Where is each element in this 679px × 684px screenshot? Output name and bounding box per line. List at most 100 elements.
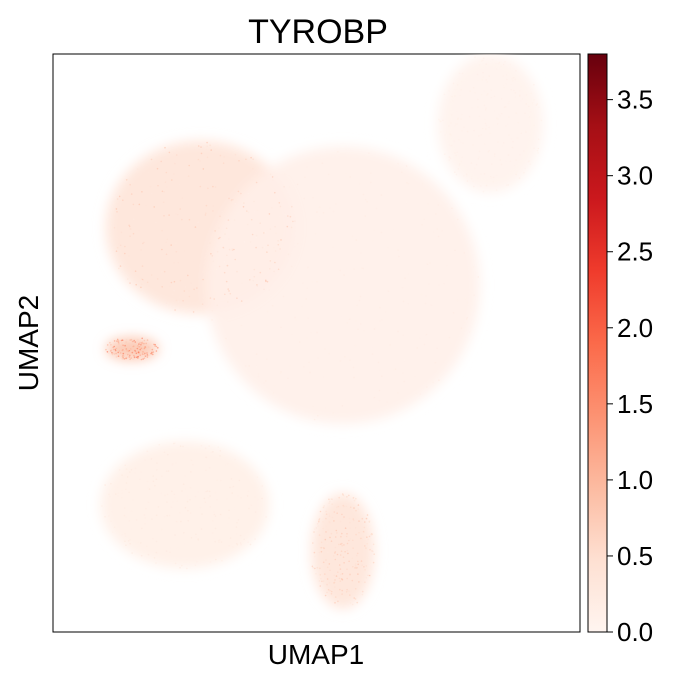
scatter-point (144, 346, 146, 348)
scatter-point (265, 279, 267, 282)
scatter-point (464, 297, 467, 300)
scatter-point (483, 143, 486, 145)
scatter-point (243, 202, 245, 204)
scatter-point (224, 293, 226, 296)
scatter-point (358, 520, 360, 522)
scatter-point (338, 496, 341, 499)
scatter-point (501, 145, 504, 147)
scatter-point (209, 467, 211, 469)
scatter-point (489, 132, 491, 135)
scatter-point (368, 152, 370, 154)
scatter-point (177, 301, 180, 303)
scatter-point (450, 342, 452, 345)
scatter-point (448, 336, 451, 339)
scatter-point (436, 228, 439, 230)
scatter-point (355, 320, 357, 322)
scatter-point (325, 531, 327, 533)
scatter-point (398, 362, 400, 365)
scatter-point (336, 512, 339, 514)
scatter-point (211, 255, 214, 257)
scatter-point (478, 115, 481, 118)
scatter-point (113, 227, 116, 229)
scatter-point (106, 351, 109, 353)
scatter-point (129, 358, 131, 361)
scatter-point (239, 542, 242, 544)
scatter-point (226, 283, 229, 286)
scatter-point (326, 578, 329, 580)
scatter-point (497, 62, 500, 65)
scatter-point (243, 538, 245, 541)
scatter-point (172, 501, 174, 503)
scatter-point (222, 162, 225, 164)
scatter-point (135, 283, 137, 286)
scatter-point (255, 236, 258, 239)
scatter-point (325, 559, 327, 561)
scatter-point (327, 355, 330, 358)
scatter-point (141, 527, 143, 530)
scatter-point (278, 202, 281, 204)
scatter-point (148, 171, 150, 174)
scatter-point (356, 304, 359, 307)
scatter-point (290, 226, 293, 229)
scatter-point (202, 228, 205, 230)
scatter-point (460, 327, 463, 330)
scatter-point (187, 520, 189, 522)
scatter-point (154, 484, 156, 487)
scatter-point (201, 513, 203, 515)
scatter-point (234, 458, 236, 461)
scatter-point (365, 517, 368, 520)
scatter-point (344, 550, 346, 553)
scatter-point (168, 514, 171, 517)
scatter-point (129, 348, 131, 351)
scatter-point (316, 331, 318, 334)
scatter-point (421, 182, 424, 185)
scatter-point (354, 527, 357, 529)
scatter-point (115, 347, 118, 350)
scatter-point (269, 228, 272, 230)
scatter-point (139, 353, 142, 356)
scatter-point (124, 532, 126, 535)
scatter-point (209, 561, 212, 563)
scatter-point (272, 233, 275, 235)
scatter-point (408, 224, 411, 226)
scatter-point (186, 495, 189, 498)
scatter-point (207, 459, 210, 462)
scatter-point (482, 57, 485, 60)
scatter-point (144, 523, 146, 525)
scatter-point (472, 86, 475, 89)
scatter-point (139, 348, 141, 351)
scatter-point (250, 156, 252, 159)
scatter-point (219, 513, 222, 516)
scatter-point (197, 158, 200, 161)
scatter-point (169, 546, 172, 549)
scatter-point (312, 405, 314, 408)
scatter-point (208, 445, 210, 447)
colorbar-ticks: 0.0 0.5 1.0 1.5 2.0 2.5 3.0 3.5 (607, 85, 653, 647)
scatter-point (444, 153, 446, 155)
scatter-point (115, 250, 118, 252)
scatter-point (426, 263, 429, 266)
scatter-point (231, 492, 233, 494)
scatter-point (533, 99, 535, 101)
scatter-point (104, 484, 106, 487)
scatter-point (252, 158, 254, 160)
scatter-point (179, 445, 182, 448)
scatter-point (325, 525, 327, 527)
scatter-point (505, 74, 508, 76)
scatter-point (463, 126, 465, 129)
scatter-point (322, 376, 325, 378)
scatter-point (507, 154, 510, 156)
scatter-point (332, 210, 335, 213)
scatter-point (146, 545, 148, 548)
scatter-point (529, 163, 531, 166)
scatter-point (122, 344, 124, 347)
scatter-point (205, 212, 207, 214)
scatter-point (246, 210, 248, 212)
scatter-point (200, 152, 203, 155)
scatter-point (125, 532, 128, 535)
scatter-point (163, 191, 165, 193)
scatter-point (194, 226, 197, 228)
scatter-point (132, 218, 135, 220)
scatter-point (141, 341, 144, 343)
scatter-point (289, 365, 291, 368)
